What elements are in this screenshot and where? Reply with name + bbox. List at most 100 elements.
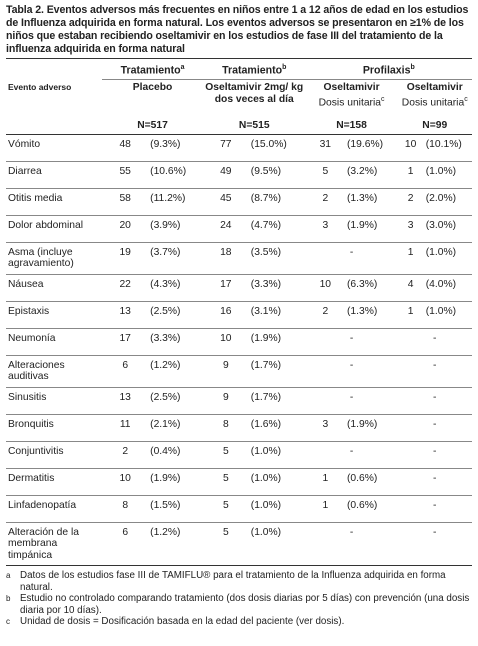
count: 3 [305,414,345,442]
percent: (0.4%) [148,441,203,469]
column-label: Oseltamivir [323,82,380,94]
count: 18 [202,242,249,275]
percent: (3.5%) [248,242,306,275]
percent: (11.2%) [148,188,203,216]
percent: (1.0%) [248,495,306,523]
group-header: Tratamientoa [102,57,203,81]
footnote-text: Datos de los estudios fase III de TAMIFL… [20,570,446,593]
percent: (4.0%) [423,274,472,302]
percent: (19.6%) [345,134,398,162]
column-label: Oseltamivir 2mg/ kg dos veces al día [205,82,304,105]
event-name: Conjuntivitis [6,441,103,469]
count: 19 [102,242,149,275]
count: 49 [202,161,249,189]
event-name: Dermatitis [6,468,103,496]
group-header: Profilaxisb [305,57,472,81]
count: 24 [202,215,249,243]
percent: (3.9%) [148,215,203,243]
percent: (4.7%) [248,215,306,243]
count: 2 [102,441,149,469]
percent: (3.3%) [148,328,203,356]
group-label: Tratamiento [222,64,283,77]
column-label: Placebo [132,82,173,94]
count: 17 [202,274,249,302]
count: 5 [202,522,249,567]
percent: (1.2%) [148,522,203,567]
percent: (1.9%) [345,414,398,442]
count: 5 [202,495,249,523]
footnote-mark: b [6,594,11,604]
percent: (0.6%) [345,495,398,523]
count: 5 [202,468,249,496]
document: Tabla 2. Eventos adversos más frecuentes… [6,4,472,628]
table-row: Bronquitis 11 (2.1%) 8 (1.6%) 3 (1.9%) - [6,414,472,442]
count: 3 [305,215,345,243]
percent: (1.9%) [148,468,203,496]
table-row: Epistaxis 13 (2.5%) 16 (3.1%) 2 (1.3%) 1 (1.0%) [6,301,472,329]
column-header: Evento adverso [6,80,102,111]
not-reported: - [397,414,472,442]
event-name: Diarrea [6,161,103,189]
table-row: Otitis media 58 (11.2%) 45 (8.7%) 2 (1.3%) 2 (2.… [6,188,472,216]
event-name: Epistaxis [6,301,103,329]
count: 45 [202,188,249,216]
sample-size: N=158 [305,110,398,135]
percent: (1.2%) [148,355,203,388]
count: 22 [102,274,149,302]
percent: (15.0%) [248,134,306,162]
count: 20 [102,215,149,243]
count: 11 [102,414,149,442]
count: 6 [102,522,149,567]
count: 5 [305,161,345,189]
footnotes: a Datos de los estudios fase III de TAMIF… [6,570,472,628]
percent: (1.0%) [423,301,472,329]
count: 1 [305,468,345,496]
not-reported: - [397,328,472,356]
footnote-ref: a [180,64,185,71]
percent: (10.6%) [148,161,203,189]
not-reported: - [305,441,398,469]
table-row: Neumonía 17 (3.3%) 10 (1.9%) - - [6,328,472,356]
footnote-ref: c [381,95,385,103]
percent: (0.6%) [345,468,398,496]
count: 6 [102,355,149,388]
count: 10 [202,328,249,356]
event-name: Dolor abdominal [6,215,103,243]
count: 16 [202,301,249,329]
count: 8 [102,495,149,523]
event-name: Otitis media [6,188,103,216]
table-row: Conjuntivitis 2 (0.4%) 5 (1.0%) - - [6,441,472,469]
sample-size: N=517 [102,110,203,135]
percent: (3.2%) [345,161,398,189]
event-name: Vómito [6,134,103,162]
event-name: Bronquitis [6,414,103,442]
table-title: Tabla 2. Eventos adversos más frecuentes… [6,4,469,55]
percent: (1.0%) [248,468,306,496]
table-row: Alteración de la membrana timpánica 6 (1.2… [6,522,472,567]
percent: (6.3%) [345,274,398,302]
percent: (2.0%) [423,188,472,216]
not-reported: - [305,522,398,567]
column-header-row: Evento adverso Placebo Oseltamivir 2mg/ kg… [6,80,472,111]
percent: (1.3%) [345,188,398,216]
percent: (8.7%) [248,188,306,216]
percent: (1.7%) [248,355,306,388]
count: 2 [397,188,424,216]
count: 48 [102,134,149,162]
percent: (1.0%) [423,242,472,275]
percent: (3.3%) [248,274,306,302]
table-row: Náusea 22 (4.3%) 17 (3.3%) 10 (6.3%) 4 (4.0%) [6,274,472,302]
not-reported: - [397,522,472,567]
count: 3 [397,215,424,243]
count: 2 [305,301,345,329]
count: 55 [102,161,149,189]
event-name: Náusea [6,274,103,302]
count: 1 [305,495,345,523]
percent: (4.3%) [148,274,203,302]
column-header: Placebo [102,80,203,111]
percent: (1.7%) [248,387,306,415]
percent: (3.0%) [423,215,472,243]
percent: (3.1%) [248,301,306,329]
not-reported: - [305,355,398,388]
